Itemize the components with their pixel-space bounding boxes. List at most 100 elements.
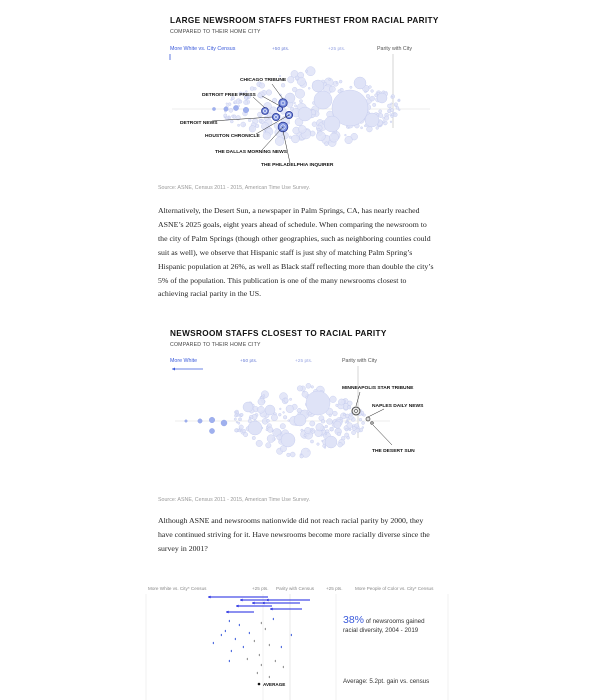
- highlight-bubble-desert-sun: [370, 421, 374, 425]
- beeswarm-bubble: [301, 390, 309, 398]
- chart2-axis-left-label: More White: [170, 358, 197, 364]
- beeswarm-bubble: [362, 413, 366, 417]
- beeswarm-bubble: [349, 85, 353, 89]
- stat-line-1: 38% of newsrooms gained: [343, 614, 447, 626]
- beeswarm-bubble: [342, 413, 346, 416]
- chart1-leaders: [211, 83, 291, 164]
- change-arrowhead: [236, 604, 239, 608]
- beeswarm-bubble: [354, 423, 360, 428]
- highlight-bubble: [271, 112, 281, 122]
- beeswarm-bubble: [255, 440, 263, 447]
- beeswarm-bubble: [324, 141, 329, 146]
- beeswarm-bubble: [237, 123, 241, 127]
- beeswarm-bubble: [291, 134, 300, 144]
- beeswarm-bubble: [265, 89, 272, 96]
- beeswarm-bubble-edge: [212, 107, 216, 111]
- leader-line: [282, 130, 291, 164]
- chart1-label-detroit-fp: DETROIT FREE PRESS: [202, 92, 257, 98]
- beeswarm-bubble: [360, 411, 364, 415]
- beeswarm-bubble: [296, 408, 302, 414]
- beeswarm-bubble: [360, 126, 363, 130]
- beeswarm-bubble: [247, 118, 252, 123]
- beeswarm-bubble: [345, 419, 348, 422]
- beeswarm-bubble: [378, 113, 384, 118]
- beeswarm-bubble-large: [323, 115, 341, 133]
- beeswarm-bubble-large: [353, 76, 367, 90]
- chart1-axis-left-label: More White vs. City Census: [170, 46, 236, 52]
- change-arrowhead: [252, 601, 255, 605]
- beeswarm-bubble: [329, 132, 339, 143]
- change-marker: [260, 663, 262, 667]
- chart1-label-houston: HOUSTON CHRONICLE: [205, 133, 261, 139]
- beeswarm-bubble: [316, 442, 320, 446]
- chart3-header-left: More White vs. City* Census: [148, 586, 207, 591]
- change-marker: [228, 619, 230, 623]
- change-arrowhead: [266, 598, 269, 602]
- chart3-header-25a: +25 pts.: [252, 586, 268, 591]
- chart1-source: Source: ASNE, Census 2011 - 2015, Americ…: [158, 185, 311, 191]
- change-marker: [268, 675, 270, 679]
- beeswarm-bubble: [230, 96, 235, 100]
- beeswarm-bubble: [258, 118, 263, 123]
- chart2-leaders: [355, 391, 393, 446]
- beeswarm-bubble: [329, 395, 337, 403]
- beeswarm-bubble-edge: [223, 106, 229, 112]
- chart1-subtitle: COMPARED TO THEIR HOME CITY: [170, 29, 261, 35]
- beeswarm-bubble: [344, 421, 347, 424]
- beeswarm-bubble: [337, 89, 342, 94]
- change-marker: [256, 671, 258, 675]
- beeswarm-bubble: [237, 421, 241, 425]
- chart1-label-philly: THE PHILADELPHIA INQUIRER: [261, 162, 334, 168]
- beeswarm-bubble: [270, 414, 278, 422]
- leader-line: [255, 114, 290, 135]
- beeswarm-bubble-large: [280, 432, 296, 448]
- beeswarm-bubble: [294, 75, 300, 81]
- beeswarm-bubble: [326, 418, 333, 425]
- stat-percentage: 38%: [343, 614, 365, 626]
- beeswarm-bubble-large: [242, 401, 254, 413]
- beeswarm-bubble: [316, 131, 326, 141]
- beeswarm-bubble: [333, 420, 342, 429]
- change-marker: [290, 633, 292, 637]
- beeswarm-bubble-edge: [220, 419, 228, 427]
- beeswarm-bubble-large: [364, 112, 380, 128]
- beeswarm-bubble-large: [331, 89, 369, 127]
- change-marker: [264, 627, 266, 631]
- highlight-ring: [280, 100, 286, 106]
- chart2-bubbles: [184, 383, 366, 459]
- change-marker: [212, 641, 214, 645]
- beeswarm-bubble: [361, 426, 364, 429]
- chart3-header-parity: Parity with Census: [276, 586, 315, 591]
- beeswarm-bubble: [233, 101, 236, 104]
- change-marker: [253, 639, 255, 643]
- leader-line: [271, 83, 284, 100]
- beeswarm-bubble: [324, 432, 328, 436]
- change-arrowhead: [226, 610, 229, 614]
- beeswarm-bubble: [328, 85, 336, 93]
- chart2-beeswarm: More White +50 pts. +25 pts. Parity with…: [170, 358, 424, 459]
- beeswarm-bubble: [390, 96, 394, 99]
- beeswarm-bubble: [389, 120, 393, 123]
- beeswarm-bubble: [304, 427, 312, 434]
- chart1-label-dallas: THE DALLAS MORNING NEWS: [215, 149, 288, 155]
- beeswarm-bubble-edge: [208, 416, 215, 423]
- beeswarm-bubble: [243, 432, 249, 438]
- paragraph-desert-sun: Alternatively, the Desert Sun, a newspap…: [158, 206, 434, 299]
- beeswarm-bubble: [347, 405, 352, 410]
- chart3-header-right: More People of Color vs. City* Census: [355, 586, 434, 591]
- chart1-label-detroit-news: DETROIT NEWS: [180, 120, 218, 126]
- beeswarm-bubble: [279, 423, 286, 430]
- beeswarm-bubble: [272, 97, 278, 103]
- beeswarm-bubble: [260, 390, 269, 399]
- beeswarm-bubble: [223, 113, 228, 118]
- chart2-parity-label: Parity with City: [342, 358, 377, 364]
- change-marker: [268, 643, 270, 647]
- beeswarm-bubble: [323, 446, 327, 449]
- beeswarm-bubble: [337, 442, 343, 448]
- beeswarm-bubble: [303, 434, 307, 438]
- chart2-subtitle: COMPARED TO THEIR HOME CITY: [170, 342, 261, 348]
- beeswarm-bubble-large: [297, 106, 313, 122]
- change-marker: [280, 645, 282, 649]
- beeswarm-bubble: [238, 99, 243, 104]
- chart3-arrows: [208, 595, 310, 614]
